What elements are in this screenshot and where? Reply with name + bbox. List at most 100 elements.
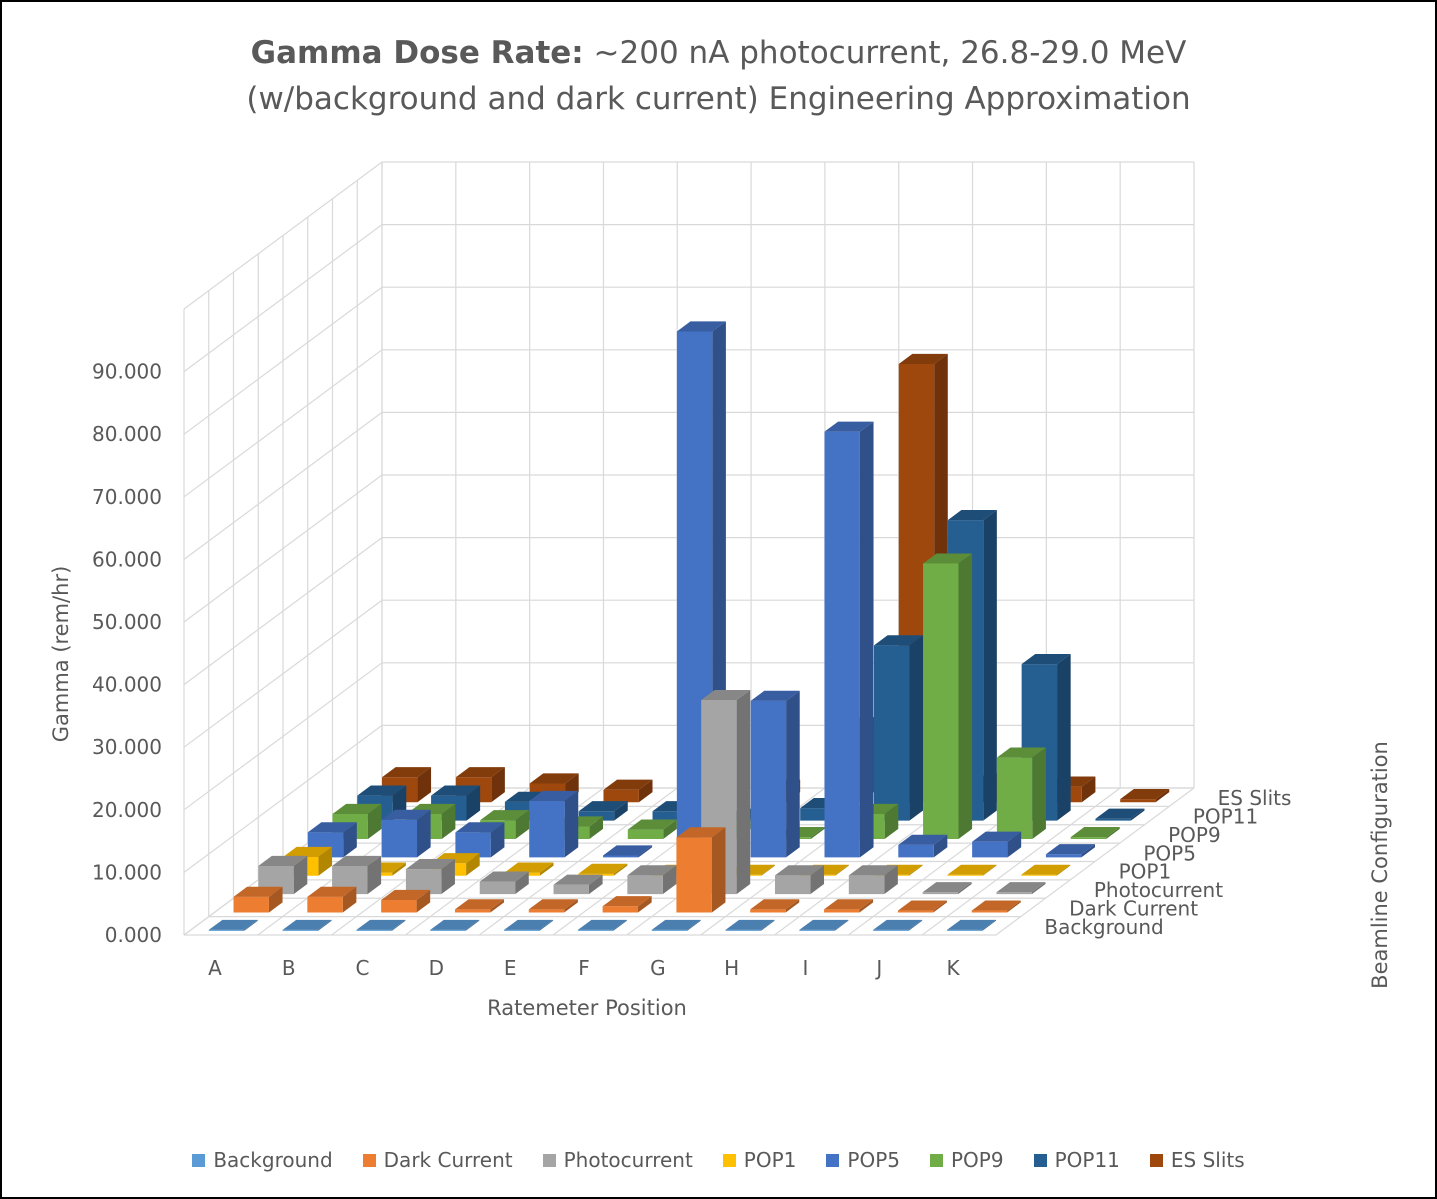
legend-label: Dark Current	[383, 1148, 513, 1172]
bar-top	[799, 919, 849, 930]
bar-side	[392, 862, 406, 876]
bar-top	[774, 865, 825, 876]
bar-side	[491, 767, 505, 803]
bar-top	[725, 919, 775, 930]
bar	[799, 919, 849, 931]
bar	[282, 919, 332, 931]
bar-front	[651, 929, 688, 931]
bar-top	[480, 810, 530, 821]
x-category-label: E	[504, 956, 517, 980]
bar	[848, 865, 898, 895]
bar-front	[898, 844, 934, 858]
x-category-label: B	[282, 956, 296, 980]
legend-item: Dark Current	[362, 1148, 513, 1172]
bar-side	[982, 919, 996, 931]
floor-grid-cat	[921, 787, 1121, 936]
bar-top	[454, 899, 505, 910]
bar-top	[578, 863, 628, 874]
bar-side	[343, 822, 357, 858]
bar-top	[381, 889, 431, 900]
bar	[897, 900, 947, 913]
bar-side	[785, 899, 800, 913]
z-series-label: ES Slits	[1218, 786, 1292, 810]
bar-top	[627, 819, 677, 830]
legend-swatch	[192, 1153, 206, 1167]
bar-front	[1095, 818, 1131, 821]
legend-label: Photocurrent	[563, 1148, 693, 1172]
bar-side	[417, 809, 431, 858]
bar	[725, 919, 775, 931]
bar	[603, 779, 653, 803]
chart-legend: Background Dark Current Photocurrent POP1 PO…	[2, 1148, 1435, 1172]
bar-front	[577, 929, 614, 931]
bar-side	[318, 846, 333, 876]
bar-front	[873, 929, 909, 931]
bar-top	[676, 321, 726, 332]
bar-top	[1120, 789, 1170, 800]
bar	[454, 899, 505, 913]
bar-side	[515, 810, 530, 839]
z-series-label: POP9	[1168, 823, 1221, 847]
bar-front	[848, 875, 885, 895]
z-series-label: Photocurrent	[1094, 878, 1223, 902]
bar-front	[381, 819, 418, 858]
bar-top	[332, 803, 382, 814]
bar-top	[923, 553, 973, 564]
bar-side	[441, 803, 456, 839]
legend-label: POP1	[743, 1148, 797, 1172]
bar	[873, 919, 923, 931]
bar-front	[1070, 837, 1107, 839]
chart-title-bold: Gamma Dose Rate:	[250, 35, 584, 71]
bar-front	[233, 896, 269, 913]
y-tick-label: 40.000	[92, 673, 162, 697]
y-tick-label: 20.000	[92, 798, 162, 822]
y-tick-label: 60.000	[92, 547, 162, 571]
bar-top	[504, 862, 554, 873]
bar-top	[898, 353, 948, 365]
bar-side	[761, 864, 775, 876]
legend-swatch	[929, 1153, 943, 1167]
legend-item: POP5	[826, 1148, 900, 1172]
bar-top	[528, 899, 578, 910]
bar	[1070, 827, 1120, 839]
bar-side	[613, 919, 627, 931]
bar-top	[307, 822, 357, 833]
bar-front	[529, 801, 565, 858]
bar-side	[835, 864, 849, 876]
bar	[750, 899, 800, 913]
bar-top	[996, 747, 1046, 758]
bar-side	[367, 803, 382, 839]
chart-title-line1: Gamma Dose Rate: ~200 nA photocurrent, 2…	[2, 30, 1435, 76]
bar-front	[922, 892, 959, 895]
x-category-label: F	[578, 956, 590, 980]
bar-top	[848, 865, 898, 876]
bar	[750, 690, 800, 858]
y-tick-label: 50.000	[92, 610, 162, 634]
bar-front	[1021, 874, 1057, 876]
legend-item: Photocurrent	[542, 1148, 693, 1172]
bar-front	[947, 874, 983, 876]
bar-front	[1120, 799, 1156, 803]
bar-front	[405, 869, 442, 895]
legend-label: Background	[213, 1148, 333, 1172]
bar-front	[603, 855, 639, 858]
bar-top	[897, 900, 947, 911]
y-tick-label: 80.000	[92, 422, 162, 446]
legend-label: POP11	[1054, 1148, 1120, 1172]
bar-side	[613, 863, 628, 876]
bar-top	[356, 919, 406, 930]
bar	[578, 863, 628, 876]
bar-side	[515, 871, 529, 895]
legend-item: POP9	[929, 1148, 1004, 1172]
bar-front	[602, 906, 639, 913]
bar	[529, 790, 579, 858]
bar	[1021, 654, 1071, 821]
bar-side	[810, 865, 825, 895]
bar-top	[824, 899, 874, 910]
y-tick-label: 0.000	[105, 923, 162, 947]
legend-item: ES Slits	[1149, 1148, 1245, 1172]
bar-top	[602, 896, 652, 907]
bar-side	[1056, 864, 1071, 876]
